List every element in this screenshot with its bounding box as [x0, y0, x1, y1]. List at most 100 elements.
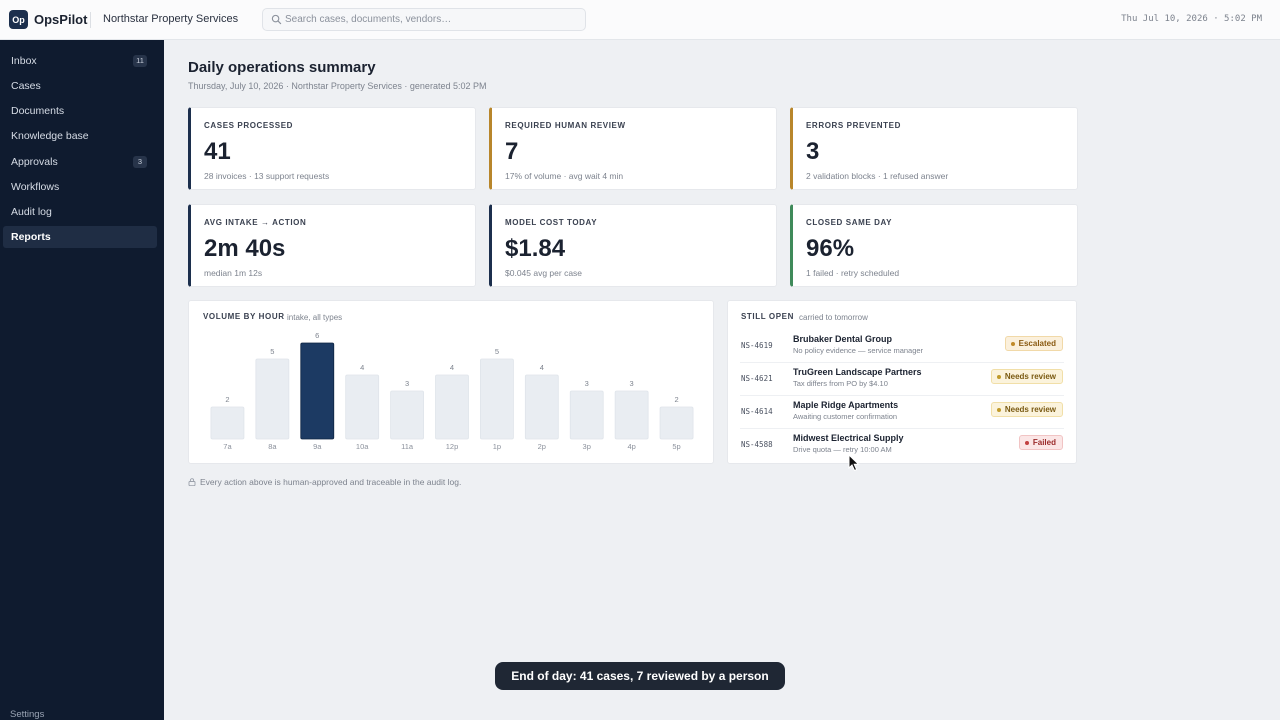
sidebar-item-label: Inbox [11, 55, 37, 67]
sidebar-item-label: Approvals [11, 156, 58, 168]
bar-value-label: 3 [405, 379, 409, 388]
app-name: OpsPilot [34, 12, 88, 27]
kpi-note: 28 invoices · 13 support requests [204, 171, 330, 181]
status-dot-icon [996, 374, 1001, 379]
case-id: NS-4614 [741, 407, 773, 416]
bar-8a[interactable] [255, 358, 290, 440]
kpi-value: 41 [204, 138, 231, 165]
status-label: Escalated [1018, 339, 1056, 348]
kpi-note: $0.045 avg per case [505, 268, 583, 278]
bar-4p[interactable] [614, 390, 649, 440]
kpi-value: $1.84 [505, 235, 566, 262]
search-placeholder: Search cases, documents, vendors… [285, 14, 452, 25]
kpi-label: ERRORS PREVENTED [806, 121, 901, 130]
org-name[interactable]: Northstar Property Services [103, 13, 239, 25]
x-tick-label: 8a [268, 442, 277, 451]
kpi-label: CLOSED SAME DAY [806, 218, 893, 227]
open-case-row[interactable]: NS-4619 Brubaker Dental Group No policy … [728, 330, 1076, 363]
case-id: NS-4621 [741, 374, 773, 383]
kpi-note: 17% of volume · avg wait 4 min [505, 171, 624, 181]
open-case-row[interactable]: NS-4614 Maple Ridge Apartments Awaiting … [728, 396, 1076, 429]
summary-toast: End of day: 41 cases, 7 reviewed by a pe… [495, 662, 785, 690]
bar-10a[interactable] [345, 374, 380, 440]
still-open-card: STILL OPEN carried to tomorrow NS-4619 B… [727, 300, 1077, 464]
x-tick-label: 4p [627, 442, 635, 451]
kpi-card-avg-intake: AVG INTAKE → ACTION 2m 40s median 1m 12s [188, 204, 476, 287]
x-tick-label: 5p [672, 442, 680, 451]
x-tick-label: 7a [223, 442, 232, 451]
sidebar-item-inbox[interactable]: Inbox 11 [3, 50, 157, 72]
bar-1p[interactable] [480, 358, 514, 440]
bar-7a[interactable] [210, 406, 245, 440]
page-title: Daily operations summary [188, 59, 376, 76]
bar-5p[interactable] [659, 406, 694, 440]
status-dot-icon [1024, 440, 1029, 445]
sidebar-item-audit-log[interactable]: Audit log [3, 201, 157, 223]
case-note: Drive quota — retry 10:00 AM [793, 445, 892, 454]
sidebar-item-label: Reports [11, 231, 51, 243]
sidebar-item-label: Documents [11, 105, 65, 117]
kpi-value: 96% [806, 235, 855, 262]
kpi-card-closed-same-day: CLOSED SAME DAY 96% 1 failed · retry sch… [790, 204, 1078, 287]
search-input[interactable]: Search cases, documents, vendors… [262, 8, 586, 31]
bar-11a[interactable] [390, 390, 424, 440]
volume-chart-card: VOLUME BY HOUR intake, all types 2 7a 5 8a 6… [188, 300, 714, 464]
kpi-value: 3 [806, 138, 820, 165]
sidebar-item-workflows[interactable]: Workflows [3, 176, 157, 198]
sidebar-item-documents[interactable]: Documents [3, 100, 157, 122]
x-tick-label: 9a [313, 442, 322, 451]
top-bar: Op OpsPilot Northstar Property Services … [0, 0, 1280, 40]
status-label: Needs review [1004, 405, 1056, 414]
kpi-card-cases-processed: CASES PROCESSED 41 28 invoices · 13 supp… [188, 107, 476, 190]
bar-12p[interactable] [435, 374, 469, 440]
audit-footnote: Every action above is human-approved and… [188, 477, 461, 487]
bar-3p[interactable] [569, 390, 604, 440]
bar-value-label: 6 [315, 331, 319, 340]
status-badge: Escalated [1004, 336, 1063, 351]
kpi-value: 2m 40s [204, 235, 286, 262]
status-label: Needs review [1004, 372, 1056, 381]
case-id: NS-4619 [741, 341, 773, 350]
bar-2p[interactable] [524, 374, 559, 440]
case-title: TruGreen Landscape Partners [793, 367, 922, 377]
case-title: Midwest Electrical Supply [793, 433, 904, 443]
open-case-row[interactable]: NS-4588 Midwest Electrical Supply Drive … [728, 429, 1076, 462]
count-badge: 3 [133, 156, 147, 168]
x-tick-label: 10a [356, 442, 369, 451]
x-tick-label: 11a [401, 442, 414, 451]
bar-value-label: 2 [225, 395, 229, 404]
kpi-note: median 1m 12s [204, 268, 263, 278]
kpi-label: REQUIRED HUMAN REVIEW [505, 121, 626, 130]
status-badge: Failed [1018, 435, 1063, 450]
header-datetime: Thu Jul 10, 2026 · 5:02 PM [1121, 14, 1262, 24]
case-note: No policy evidence — service manager [793, 346, 924, 355]
sidebar-item-knowledge-base[interactable]: Knowledge base [3, 125, 157, 147]
app-logo[interactable]: Op [9, 10, 28, 29]
kpi-card-model-cost: MODEL COST TODAY $1.84 $0.045 avg per ca… [489, 204, 777, 287]
kpi-label: MODEL COST TODAY [505, 218, 598, 227]
sidebar-item-cases[interactable]: Cases [3, 75, 157, 97]
sidebar-item-label: Workflows [11, 181, 60, 193]
kpi-card-human-review: REQUIRED HUMAN REVIEW 7 17% of volume · … [489, 107, 777, 190]
x-tick-label: 1p [493, 442, 501, 451]
status-badge: Needs review [990, 402, 1063, 417]
bar-value-label: 4 [450, 363, 454, 372]
x-tick-label: 3p [583, 442, 591, 451]
sidebar-item-label: Cases [11, 80, 41, 92]
case-note: Awaiting customer confirmation [793, 412, 898, 421]
status-dot-icon [1010, 341, 1015, 346]
bar-9a[interactable] [300, 342, 335, 440]
status-label: Failed [1032, 438, 1056, 447]
x-tick-label: 2p [538, 442, 546, 451]
bar-value-label: 4 [540, 363, 544, 372]
page-subtitle: Thursday, July 10, 2026 · Northstar Prop… [188, 81, 487, 91]
sidebar-item-settings[interactable]: Settings [10, 709, 45, 720]
open-case-row[interactable]: NS-4621 TruGreen Landscape Partners Tax … [728, 363, 1076, 396]
kpi-note: 2 validation blocks · 1 refused answer [806, 171, 949, 181]
sidebar-item-label: Audit log [11, 206, 52, 218]
mouse-cursor-icon [848, 454, 860, 472]
sidebar-item-approvals[interactable]: Approvals 3 [3, 151, 157, 173]
lock-icon [188, 478, 196, 486]
sidebar-item-reports[interactable]: Reports [3, 226, 157, 248]
row-divider [740, 395, 1064, 396]
